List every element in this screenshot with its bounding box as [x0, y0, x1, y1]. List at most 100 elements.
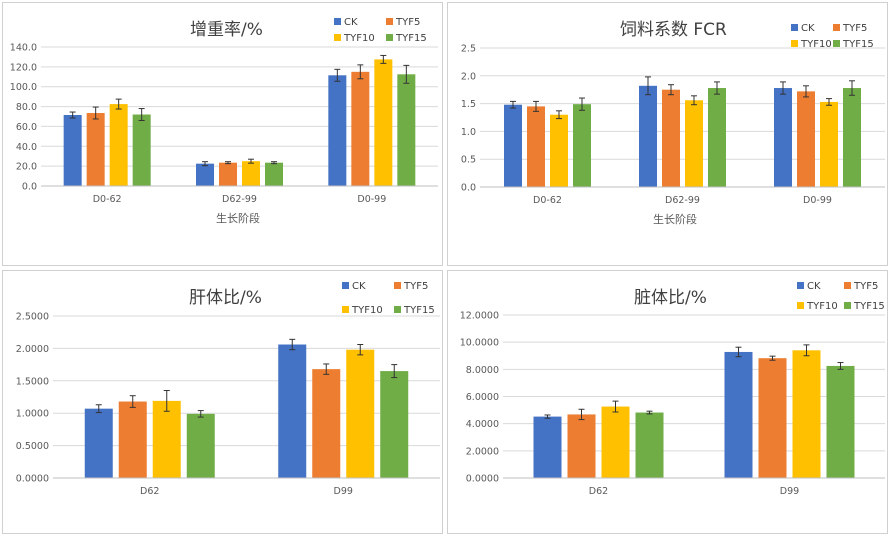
y-tick-label: 12.0000 [460, 311, 499, 322]
y-tick-label: 8.0000 [466, 365, 499, 376]
bar-tyf10-d62-99 [242, 161, 260, 186]
y-tick-label: 40.0 [16, 142, 37, 153]
x-tick-label: D0-99 [357, 194, 386, 205]
bar-tyf5-d62-99 [662, 89, 680, 187]
bar-ck-d62-99 [196, 163, 214, 186]
bar-tyf10-d62-99 [685, 100, 703, 187]
y-tick-label: 120.0 [10, 62, 37, 73]
bar-ck-d99 [724, 351, 753, 478]
bar-ck-d62 [533, 416, 562, 478]
y-tick-label: 0.0 [461, 183, 476, 194]
x-tick-label: D62 [140, 486, 159, 497]
bar-tyf15-d99 [380, 371, 409, 478]
legend-item-tyf10: TYF10 [334, 33, 375, 44]
bar-tyf5-d62 [567, 414, 596, 478]
y-tick-label: 100.0 [10, 82, 37, 93]
legend-item-tyf10: TYF10 [797, 301, 838, 312]
y-tick-label: 80.0 [16, 102, 37, 113]
bar-ck-d0-62 [504, 104, 522, 187]
y-tick-label: 2.0000 [466, 446, 499, 457]
chart-panel-weight-gain: 增重率/% CK TYF5 TYF10 TYF15 0.0 20.0 40.0 60.… [2, 2, 443, 266]
legend-item-tyf5: TYF5 [844, 281, 878, 292]
y-tick-label: 60.0 [16, 122, 37, 133]
bar-tyf15-d62 [635, 412, 664, 478]
y-tick-label: 6.0000 [466, 392, 499, 403]
legend-item-tyf5: TYF5 [386, 17, 420, 28]
bar-tyf15-d62-99 [265, 162, 283, 186]
x-axis-label: 生长阶段 [653, 213, 697, 226]
legend-item-tyf15: TYF15 [844, 301, 885, 312]
bar-tyf10-d99 [346, 349, 375, 478]
x-tick-label: D0-62 [93, 194, 122, 205]
legend-item-tyf10: TYF10 [342, 305, 383, 316]
y-tick-label: 1.5000 [16, 376, 49, 387]
chart-panel-liver-ratio: 肝体比/% CK TYF5 TYF10 TYF15 0.0000 0.5000 1.… [2, 270, 443, 534]
chart-plot: 0.0000 0.5000 1.0000 1.5000 2.0000 2.5000 D62 D… [16, 312, 440, 497]
bar-tyf5-d62 [118, 401, 147, 478]
bar-tyf15-d0-99 [843, 88, 861, 187]
y-tick-label: 2.5 [461, 44, 476, 55]
bar-tyf10-d0-99 [820, 101, 838, 187]
bar-tyf10-d0-62 [109, 104, 128, 186]
bar-tyf5-d0-99 [797, 91, 815, 187]
x-tick-label: D62 [589, 486, 608, 497]
bar-tyf15-d62 [186, 413, 215, 478]
bar-tyf10-d0-99 [374, 59, 393, 186]
legend-item-tyf15: TYF15 [386, 33, 427, 44]
bar-tyf10-d0-62 [550, 114, 568, 187]
bar-ck-d62 [84, 408, 113, 478]
bar-ck-d0-99 [774, 88, 792, 187]
y-tick-label: 0.5000 [16, 441, 49, 452]
chart-plot: 0.0 0.5 1.0 1.5 2.0 2.5 D0-62 D62-99 D0-99 [461, 44, 885, 206]
bar-tyf10-d62 [601, 406, 630, 478]
y-tick-label: 2.5000 [16, 312, 49, 323]
bar-tyf5-d99 [758, 358, 787, 478]
bar-ck-d0-99 [328, 75, 347, 186]
chart-plot: 0.0 20.0 40.0 60.0 80.0 100.0 120.0 140.0 D0-62 D… [10, 43, 438, 205]
y-tick-label: 20.0 [16, 162, 37, 173]
chart-title: 增重率/% [190, 20, 263, 40]
y-tick-label: 2.0 [461, 71, 476, 82]
y-tick-label: 0.5 [461, 155, 476, 166]
x-tick-label: D62-99 [222, 194, 257, 205]
bar-ck-d62-99 [639, 85, 657, 187]
bar-tyf5-d0-99 [351, 71, 370, 186]
y-tick-label: 2.0000 [16, 344, 49, 355]
legend-item-ck: CK [334, 17, 358, 28]
legend-item-tyf5: TYF5 [394, 281, 428, 292]
chart-title: 肝体比/% [189, 288, 262, 308]
legend-item-tyf15: TYF15 [833, 39, 874, 50]
bar-tyf10-d62 [152, 400, 181, 478]
y-tick-label: 0.0000 [16, 474, 49, 485]
legend-item-tyf10: TYF10 [791, 39, 832, 50]
y-tick-label: 1.5 [461, 99, 476, 110]
x-tick-label: D99 [780, 486, 799, 497]
bar-tyf10-d99 [792, 350, 821, 478]
legend-item-ck: CK [797, 281, 821, 292]
bar-tyf5-d0-62 [86, 113, 105, 186]
bar-tyf15-d99 [826, 365, 855, 478]
bar-ck-d0-62 [63, 115, 82, 186]
legend-item-ck: CK [791, 23, 815, 34]
x-tick-label: D0-62 [533, 195, 562, 206]
y-tick-label: 1.0 [461, 127, 476, 138]
bar-tyf5-d62-99 [219, 162, 237, 186]
chart-panel-fcr: 饲料系数 FCR CK TYF5 TYF10 TYF15 0.0 0.5 1.0 1.… [447, 2, 888, 266]
y-tick-label: 1.0000 [16, 409, 49, 420]
chart-plot: 0.0000 2.0000 4.0000 6.0000 8.0000 10.0000 12.… [460, 311, 885, 497]
bar-ck-d99 [278, 344, 307, 478]
chart-panel-viscera-ratio: 脏体比/% CK TYF5 TYF10 TYF15 0.0000 2.0000 4.… [447, 270, 888, 534]
chart-title: 饲料系数 FCR [620, 20, 727, 40]
x-tick-label: D0-99 [803, 195, 832, 206]
bar-tyf15-d62-99 [708, 88, 726, 187]
legend-item-tyf5: TYF5 [833, 23, 867, 34]
x-tick-label: D99 [334, 486, 353, 497]
bar-tyf5-d99 [312, 369, 341, 478]
bar-tyf15-d0-62 [573, 104, 591, 187]
x-tick-label: D62-99 [665, 195, 700, 206]
y-tick-label: 0.0000 [466, 474, 499, 485]
bar-tyf5-d0-62 [527, 106, 545, 187]
legend-item-ck: CK [342, 281, 366, 292]
y-tick-label: 0.0 [22, 182, 37, 193]
y-tick-label: 140.0 [10, 43, 37, 54]
